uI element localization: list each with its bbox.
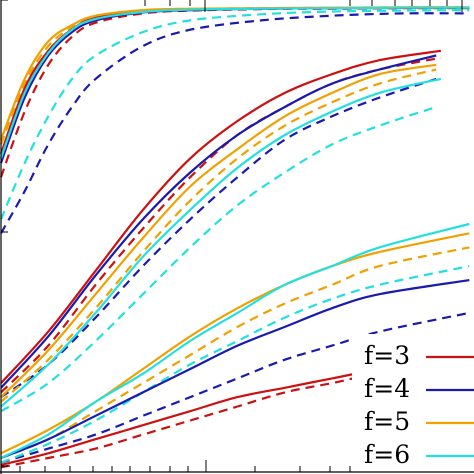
series-line-group3-orange-dashed	[0, 246, 470, 460]
legend-label-f6: f=6	[364, 440, 410, 469]
series-line-group2-red-dashed	[0, 56, 442, 394]
series-line-group2-orange-solid	[0, 63, 437, 398]
series-line-group2-blue-solid	[0, 54, 437, 389]
legend-label-f3: f=3	[364, 341, 410, 370]
series-layer	[0, 6, 470, 469]
series-line-group2-red-solid	[0, 49, 442, 384]
legend-label-f4: f=4	[364, 374, 410, 403]
series-line-group3-red-dashed	[0, 363, 470, 469]
series-line-group2-cyan-dashed	[0, 105, 437, 413]
series-line-group3-orange-solid	[0, 232, 470, 455]
legend: f=3 f=4 f=5 f=6	[352, 334, 474, 474]
series-line-group1-cyan-solid	[0, 6, 470, 159]
series-line-group3-blue-solid	[0, 279, 470, 460]
legend-label-f5: f=5	[364, 407, 410, 436]
series-line-group2-blue-dashed	[0, 77, 437, 399]
series-line-group2-orange-dashed	[0, 68, 437, 403]
series-line-group2-cyan-solid	[0, 77, 442, 408]
series-line-group3-cyan-dashed	[0, 265, 470, 464]
series-line-group1-blue-dashed	[0, 12, 470, 234]
series-line-group3-cyan-solid	[0, 222, 470, 459]
